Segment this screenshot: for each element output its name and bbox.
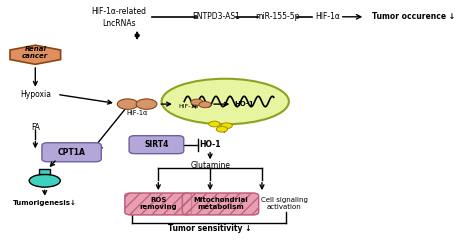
FancyBboxPatch shape xyxy=(125,193,192,215)
Circle shape xyxy=(191,99,203,105)
Text: SIRT4: SIRT4 xyxy=(144,140,169,149)
FancyBboxPatch shape xyxy=(42,143,101,162)
Text: HIF-1β: HIF-1β xyxy=(179,104,199,109)
FancyBboxPatch shape xyxy=(182,193,259,215)
Text: HIF-1α: HIF-1α xyxy=(315,12,340,21)
Text: Cell signaling
activation: Cell signaling activation xyxy=(261,198,308,210)
Circle shape xyxy=(136,99,157,109)
Text: Tumor occurence ↓: Tumor occurence ↓ xyxy=(372,12,455,21)
Circle shape xyxy=(199,102,211,108)
Text: Renal
cancer: Renal cancer xyxy=(22,46,48,59)
Text: HO-1: HO-1 xyxy=(235,101,255,107)
Text: FA: FA xyxy=(31,123,40,132)
Text: Tumor sensitivity ↓: Tumor sensitivity ↓ xyxy=(168,224,251,233)
Text: HO-1: HO-1 xyxy=(200,140,221,149)
Text: miR-155-5p: miR-155-5p xyxy=(255,12,299,21)
Text: HIF-1α: HIF-1α xyxy=(127,110,148,116)
Circle shape xyxy=(216,126,228,132)
Text: Hypoxia: Hypoxia xyxy=(20,90,51,99)
Ellipse shape xyxy=(29,174,60,187)
Text: Mitochondrial
metabolism: Mitochondrial metabolism xyxy=(193,198,248,210)
Text: Tumorigenesis↓: Tumorigenesis↓ xyxy=(13,199,77,206)
Text: ENTPD3-AS1: ENTPD3-AS1 xyxy=(192,12,240,21)
Bar xyxy=(39,169,50,174)
Text: Glutamine: Glutamine xyxy=(190,161,230,170)
Ellipse shape xyxy=(162,79,289,124)
FancyBboxPatch shape xyxy=(129,136,184,154)
Circle shape xyxy=(117,99,138,109)
Text: HIF-1α-related: HIF-1α-related xyxy=(91,7,146,16)
Text: LncRNAs: LncRNAs xyxy=(102,19,136,28)
Polygon shape xyxy=(10,45,61,64)
Circle shape xyxy=(209,121,220,127)
Circle shape xyxy=(221,123,232,129)
Text: CPT1A: CPT1A xyxy=(58,148,85,157)
Text: ROS
removing: ROS removing xyxy=(139,198,177,210)
